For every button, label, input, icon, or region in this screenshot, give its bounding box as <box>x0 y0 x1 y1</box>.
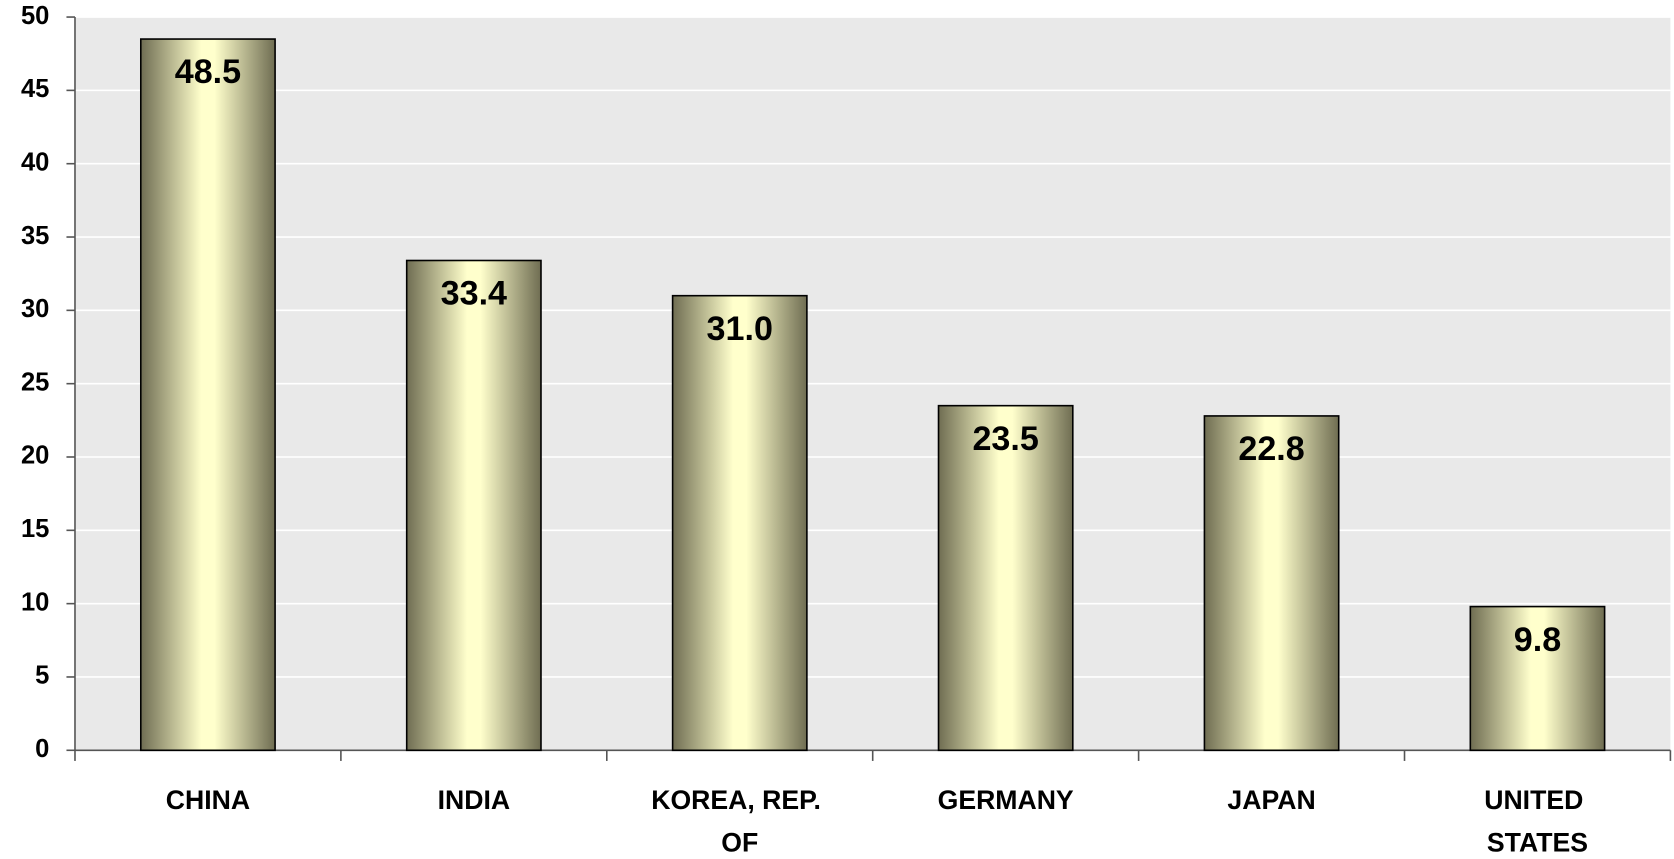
y-tick-label: 35 <box>21 222 49 250</box>
y-tick-label: 0 <box>35 735 49 763</box>
y-tick-label: 15 <box>21 515 49 543</box>
x-tick-label: JAPAN <box>1227 785 1315 815</box>
x-tick-label: CHINA <box>166 785 250 815</box>
x-tick-label: KOREA, REP. OF <box>651 785 828 858</box>
y-tick-label: 45 <box>21 75 49 103</box>
data-label: 23.5 <box>972 420 1038 458</box>
data-label: 9.8 <box>1514 621 1561 659</box>
x-tick-label: UNITED STATES <box>1484 785 1590 858</box>
x-tick-label: INDIA <box>438 785 510 815</box>
bar <box>405 259 542 752</box>
x-tick-label: GERMANY <box>938 785 1074 815</box>
y-tick-label: 50 <box>21 2 49 30</box>
bar <box>937 404 1074 752</box>
bar <box>1203 415 1340 752</box>
y-tick-label: 20 <box>21 442 49 470</box>
data-label: 22.8 <box>1238 430 1304 468</box>
bar <box>139 38 276 752</box>
data-label: 31.0 <box>707 310 773 348</box>
y-tick-label: 5 <box>35 662 49 690</box>
bar <box>671 294 808 752</box>
y-tick-label: 30 <box>21 295 49 323</box>
y-tick-label: 40 <box>21 148 49 176</box>
y-tick-label: 10 <box>21 588 49 616</box>
data-label: 33.4 <box>441 275 507 313</box>
bar <box>1469 605 1606 752</box>
data-label: 48.5 <box>175 53 241 91</box>
y-tick-label: 25 <box>21 368 49 396</box>
